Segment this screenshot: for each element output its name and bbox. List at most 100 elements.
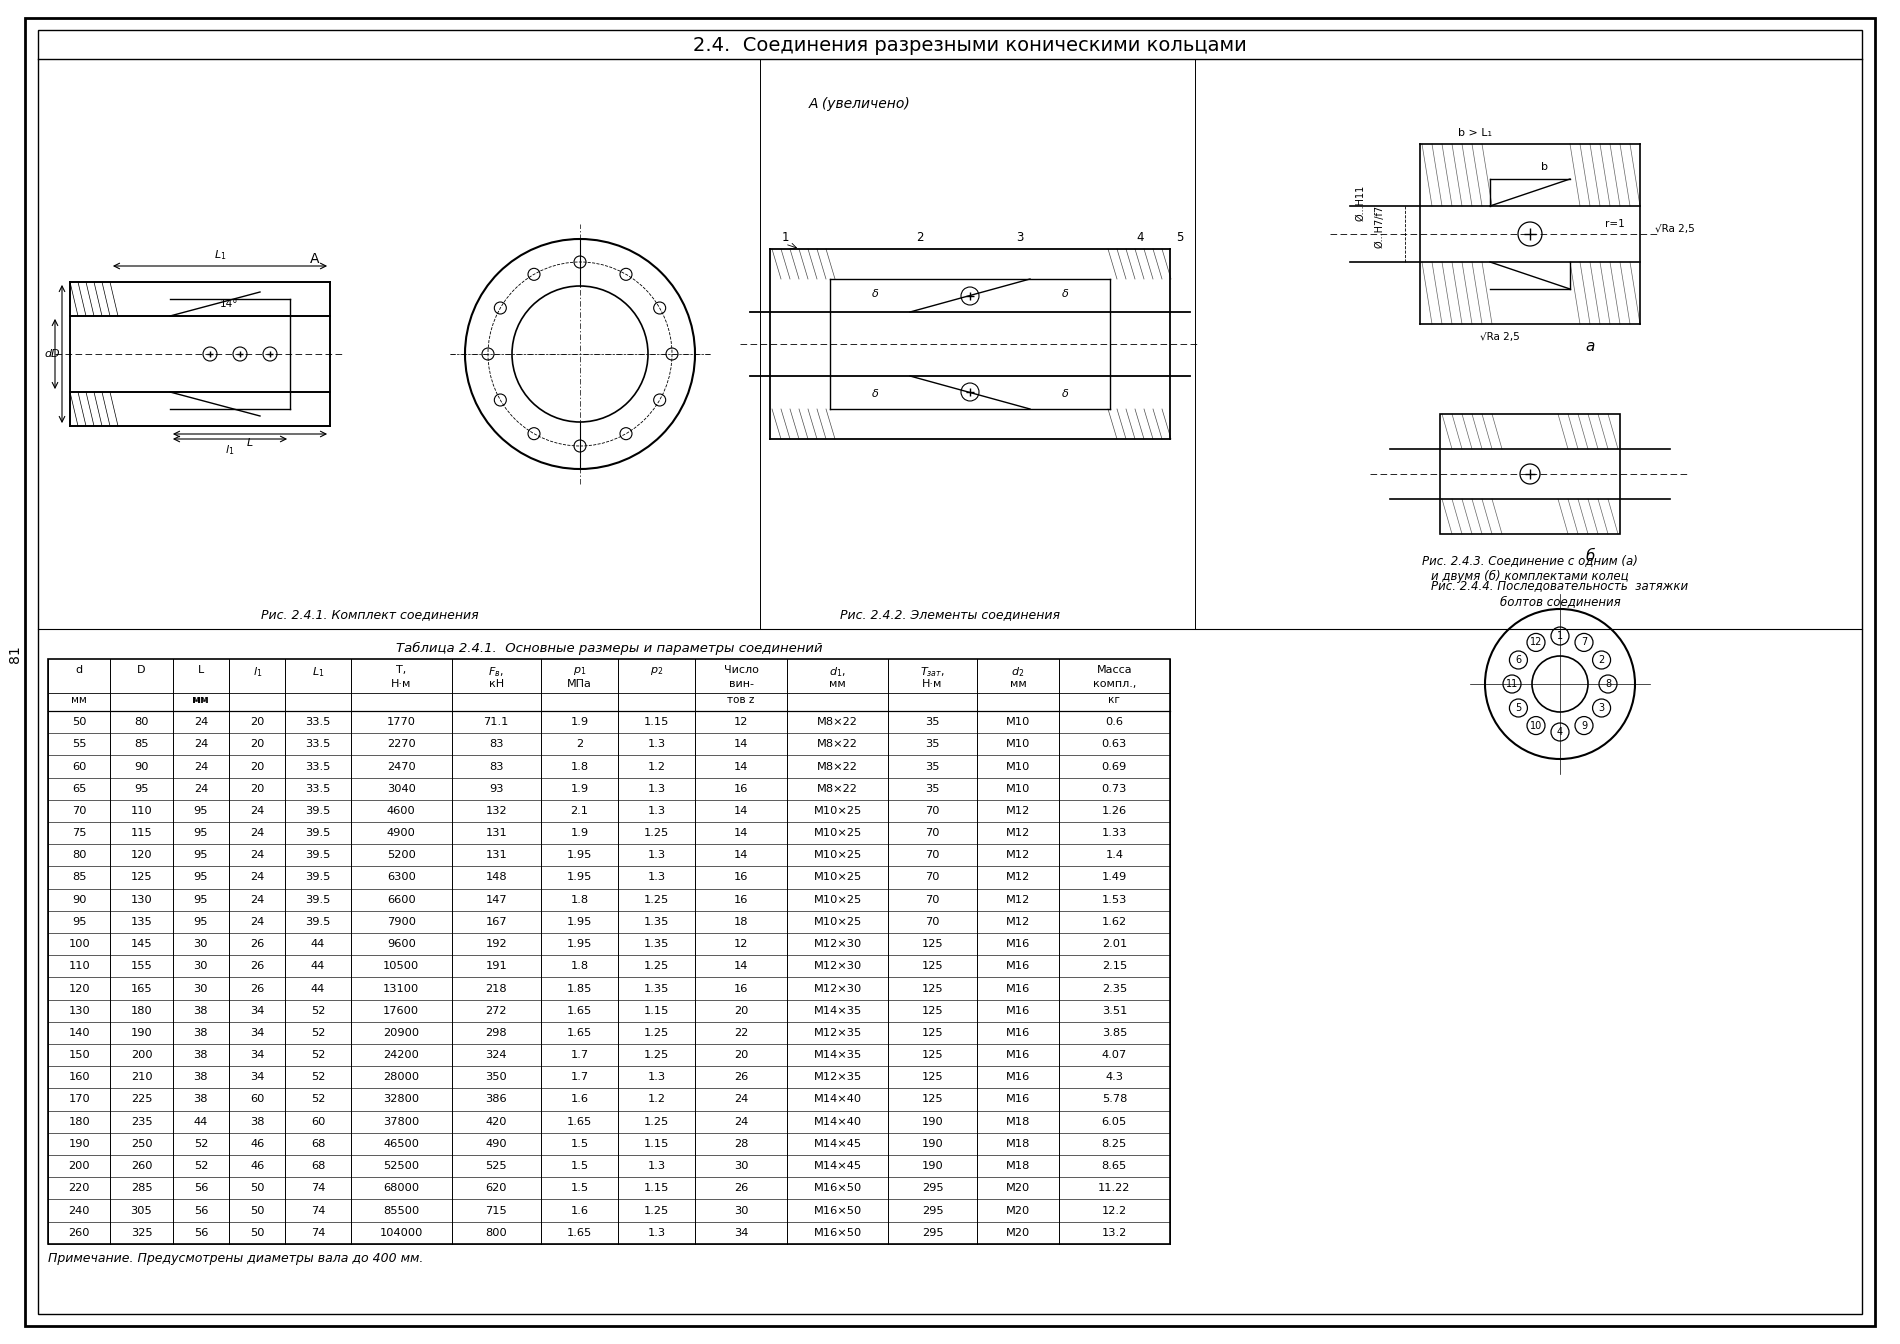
- Text: 8: 8: [1606, 679, 1611, 689]
- Text: 24200: 24200: [384, 1050, 420, 1060]
- Text: 125: 125: [131, 872, 152, 883]
- Text: 220: 220: [68, 1183, 89, 1193]
- Text: 1: 1: [781, 231, 788, 245]
- Text: 125: 125: [922, 961, 944, 972]
- Text: 218: 218: [484, 984, 507, 993]
- Text: болтов соединения: болтов соединения: [1499, 595, 1621, 607]
- Text: 4: 4: [1556, 727, 1564, 737]
- Text: M12×30: M12×30: [813, 961, 863, 972]
- Text: 81: 81: [8, 645, 23, 663]
- Text: M16: M16: [1005, 1094, 1030, 1105]
- Text: 14: 14: [733, 828, 749, 839]
- Text: M14×45: M14×45: [813, 1161, 861, 1171]
- Text: 70: 70: [925, 872, 940, 883]
- Text: 38: 38: [194, 1094, 209, 1105]
- Text: 52: 52: [312, 1050, 325, 1060]
- Text: 24: 24: [251, 917, 264, 927]
- Text: M10×25: M10×25: [813, 872, 863, 883]
- Text: Ø...H11: Ø...H11: [1355, 184, 1364, 220]
- Text: 1.33: 1.33: [1102, 828, 1127, 839]
- Text: 50: 50: [72, 718, 86, 727]
- Text: 1.3: 1.3: [648, 872, 665, 883]
- Text: 16: 16: [733, 895, 749, 905]
- Text: $p_1$: $p_1$: [572, 665, 585, 677]
- Text: M10×25: M10×25: [813, 806, 863, 816]
- Text: 3: 3: [1017, 231, 1024, 245]
- Text: 0.73: 0.73: [1102, 784, 1127, 794]
- Text: 60: 60: [72, 762, 86, 771]
- Text: 24: 24: [251, 828, 264, 839]
- Text: 34: 34: [251, 1073, 264, 1082]
- Text: 1770: 1770: [388, 718, 416, 727]
- Text: 56: 56: [194, 1183, 209, 1193]
- Text: 191: 191: [484, 961, 507, 972]
- Text: 24: 24: [733, 1094, 749, 1105]
- Text: 167: 167: [484, 917, 507, 927]
- Text: 55: 55: [72, 739, 86, 750]
- Text: L: L: [247, 438, 253, 448]
- Text: 2: 2: [576, 739, 583, 750]
- Text: M12: M12: [1005, 851, 1030, 860]
- Text: d: d: [46, 349, 51, 359]
- Text: M12: M12: [1005, 917, 1030, 927]
- Text: Рис. 2.4.1. Комплект соединения: Рис. 2.4.1. Комплект соединения: [260, 607, 479, 621]
- Text: 37800: 37800: [384, 1117, 420, 1126]
- Text: мм: мм: [72, 695, 87, 706]
- Text: 148: 148: [484, 872, 507, 883]
- Text: 52: 52: [312, 1028, 325, 1038]
- Text: 56: 56: [194, 1227, 209, 1238]
- Text: δ: δ: [872, 289, 878, 298]
- Text: 52: 52: [312, 1073, 325, 1082]
- Text: 28: 28: [733, 1138, 749, 1149]
- Text: 1.95: 1.95: [566, 872, 593, 883]
- Text: δ: δ: [1062, 289, 1068, 298]
- Text: 95: 95: [135, 784, 148, 794]
- Text: 24: 24: [733, 1117, 749, 1126]
- Text: 60: 60: [251, 1094, 264, 1105]
- Text: 260: 260: [131, 1161, 152, 1171]
- Text: 35: 35: [925, 762, 940, 771]
- Text: M14×40: M14×40: [813, 1117, 861, 1126]
- Text: 24: 24: [251, 851, 264, 860]
- Text: 74: 74: [312, 1206, 325, 1215]
- Text: 95: 95: [194, 872, 209, 883]
- Text: M18: M18: [1005, 1161, 1030, 1171]
- Text: r=1: r=1: [1606, 219, 1624, 228]
- Text: 34: 34: [251, 1005, 264, 1016]
- Text: M12×35: M12×35: [813, 1073, 863, 1082]
- Text: 44: 44: [312, 961, 325, 972]
- Text: 44: 44: [312, 984, 325, 993]
- Text: 83: 83: [488, 762, 504, 771]
- Text: Рис. 2.4.2. Элементы соединения: Рис. 2.4.2. Элементы соединения: [840, 607, 1060, 621]
- Text: 13.2: 13.2: [1102, 1227, 1127, 1238]
- Text: 1.5: 1.5: [570, 1138, 589, 1149]
- Text: M12: M12: [1005, 872, 1030, 883]
- Text: 1.9: 1.9: [570, 784, 589, 794]
- Text: 1.3: 1.3: [648, 739, 665, 750]
- Text: 150: 150: [68, 1050, 89, 1060]
- Text: 2.4.  Соединения разрезными коническими кольцами: 2.4. Соединения разрезными коническими к…: [694, 36, 1246, 55]
- Text: 1.35: 1.35: [644, 984, 669, 993]
- Text: 12.2: 12.2: [1102, 1206, 1127, 1215]
- Text: b > L₁: b > L₁: [1457, 128, 1492, 138]
- Text: √Ra 2,5: √Ra 2,5: [1480, 332, 1520, 341]
- Text: 17600: 17600: [384, 1005, 420, 1016]
- Text: 125: 125: [922, 1005, 944, 1016]
- Text: M12: M12: [1005, 828, 1030, 839]
- Text: 30: 30: [194, 961, 209, 972]
- Text: 5.78: 5.78: [1102, 1094, 1127, 1105]
- Text: 1.25: 1.25: [644, 1050, 669, 1060]
- Text: 52: 52: [312, 1005, 325, 1016]
- Text: M8×22: M8×22: [817, 718, 859, 727]
- Text: 1.15: 1.15: [644, 718, 669, 727]
- Text: 20: 20: [251, 718, 264, 727]
- Text: 235: 235: [131, 1117, 152, 1126]
- Text: M8×22: M8×22: [817, 762, 859, 771]
- Text: 4: 4: [1136, 231, 1144, 245]
- Text: 4.07: 4.07: [1102, 1050, 1127, 1060]
- Text: 1.15: 1.15: [644, 1183, 669, 1193]
- Text: 1.95: 1.95: [566, 917, 593, 927]
- Text: 24: 24: [194, 739, 207, 750]
- Text: D: D: [137, 665, 146, 675]
- Text: M12×30: M12×30: [813, 984, 863, 993]
